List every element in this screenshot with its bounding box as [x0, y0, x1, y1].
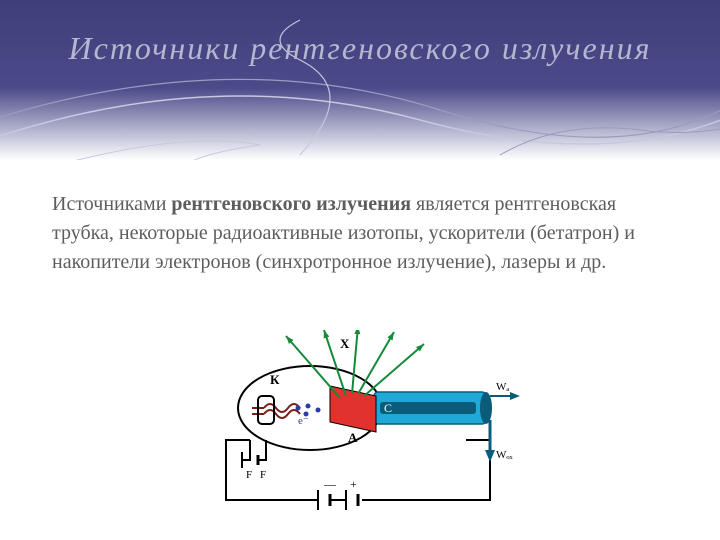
slide-title: Источники рентгеновского излучения: [0, 28, 720, 68]
svg-text:C: C: [384, 401, 392, 415]
svg-text:+: +: [350, 477, 357, 491]
body-bold: рентгеновского излучения: [171, 193, 411, 215]
header-decoration: [0, 0, 720, 160]
svg-text:Wₒₓ: Wₒₓ: [496, 449, 514, 461]
svg-text:F: F: [260, 469, 266, 481]
svg-text:Wₐ: Wₐ: [496, 381, 509, 393]
svg-text:—: —: [323, 477, 337, 491]
body-pre: Источниками: [52, 193, 171, 215]
svg-text:X: X: [340, 336, 350, 351]
slide-header: Источники рентгеновского излучения: [0, 0, 720, 160]
svg-text:e⁻: e⁻: [298, 415, 309, 427]
svg-text:F: F: [246, 469, 252, 481]
body-text: Источниками рентгеновского излучения явл…: [52, 190, 668, 277]
xray-tube-diagram: — + F F: [190, 330, 530, 510]
slide: Источники рентгеновского излучения Источ…: [0, 0, 720, 540]
svg-text:А: А: [348, 430, 358, 445]
svg-text:К: К: [270, 372, 280, 387]
